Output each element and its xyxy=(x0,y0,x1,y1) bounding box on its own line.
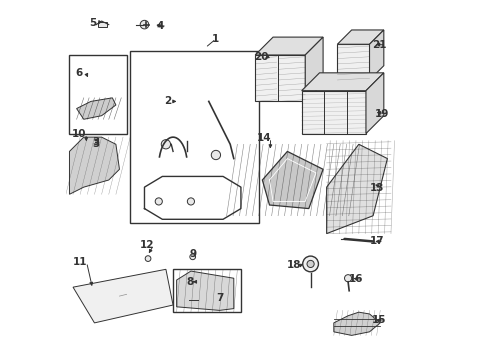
Text: 6: 6 xyxy=(76,68,83,78)
Polygon shape xyxy=(262,152,323,208)
Bar xyxy=(337,44,369,80)
Text: 9: 9 xyxy=(189,249,196,259)
Circle shape xyxy=(344,275,351,282)
Text: 15: 15 xyxy=(371,315,386,325)
Polygon shape xyxy=(69,137,119,194)
Bar xyxy=(173,269,241,312)
Text: 8: 8 xyxy=(186,277,193,287)
Polygon shape xyxy=(77,98,116,119)
Text: 13: 13 xyxy=(368,183,383,193)
Bar xyxy=(130,51,258,223)
Text: 7: 7 xyxy=(215,293,223,303)
Text: 10: 10 xyxy=(72,129,86,139)
Circle shape xyxy=(161,140,170,149)
Polygon shape xyxy=(301,73,383,91)
Text: 14: 14 xyxy=(256,133,271,143)
Text: 1: 1 xyxy=(212,34,219,44)
Text: 18: 18 xyxy=(286,260,301,270)
Polygon shape xyxy=(255,37,323,55)
Text: 17: 17 xyxy=(369,237,384,247)
Bar xyxy=(69,55,126,134)
Text: 3: 3 xyxy=(92,139,100,149)
Polygon shape xyxy=(337,30,383,44)
Bar xyxy=(301,91,365,134)
Circle shape xyxy=(306,260,313,267)
Circle shape xyxy=(187,198,194,205)
Polygon shape xyxy=(365,73,383,134)
Text: 4: 4 xyxy=(157,21,164,31)
Polygon shape xyxy=(176,271,233,310)
Bar xyxy=(98,22,107,27)
Polygon shape xyxy=(333,312,380,336)
Text: 20: 20 xyxy=(254,52,268,62)
Text: 21: 21 xyxy=(371,40,386,50)
Text: 2: 2 xyxy=(164,96,171,107)
Circle shape xyxy=(211,150,220,159)
Polygon shape xyxy=(326,144,386,234)
Text: 5: 5 xyxy=(89,18,96,28)
Text: 3: 3 xyxy=(92,138,100,148)
Circle shape xyxy=(302,256,318,272)
Bar xyxy=(255,55,305,102)
Text: 19: 19 xyxy=(374,109,388,119)
Circle shape xyxy=(140,20,148,29)
Circle shape xyxy=(145,256,151,261)
Polygon shape xyxy=(73,269,173,323)
Circle shape xyxy=(189,254,195,260)
Polygon shape xyxy=(305,37,323,102)
Polygon shape xyxy=(369,30,383,80)
Text: 16: 16 xyxy=(348,274,363,284)
Circle shape xyxy=(155,198,162,205)
Text: 11: 11 xyxy=(73,257,87,267)
Text: 12: 12 xyxy=(140,240,154,250)
Bar xyxy=(180,298,189,303)
